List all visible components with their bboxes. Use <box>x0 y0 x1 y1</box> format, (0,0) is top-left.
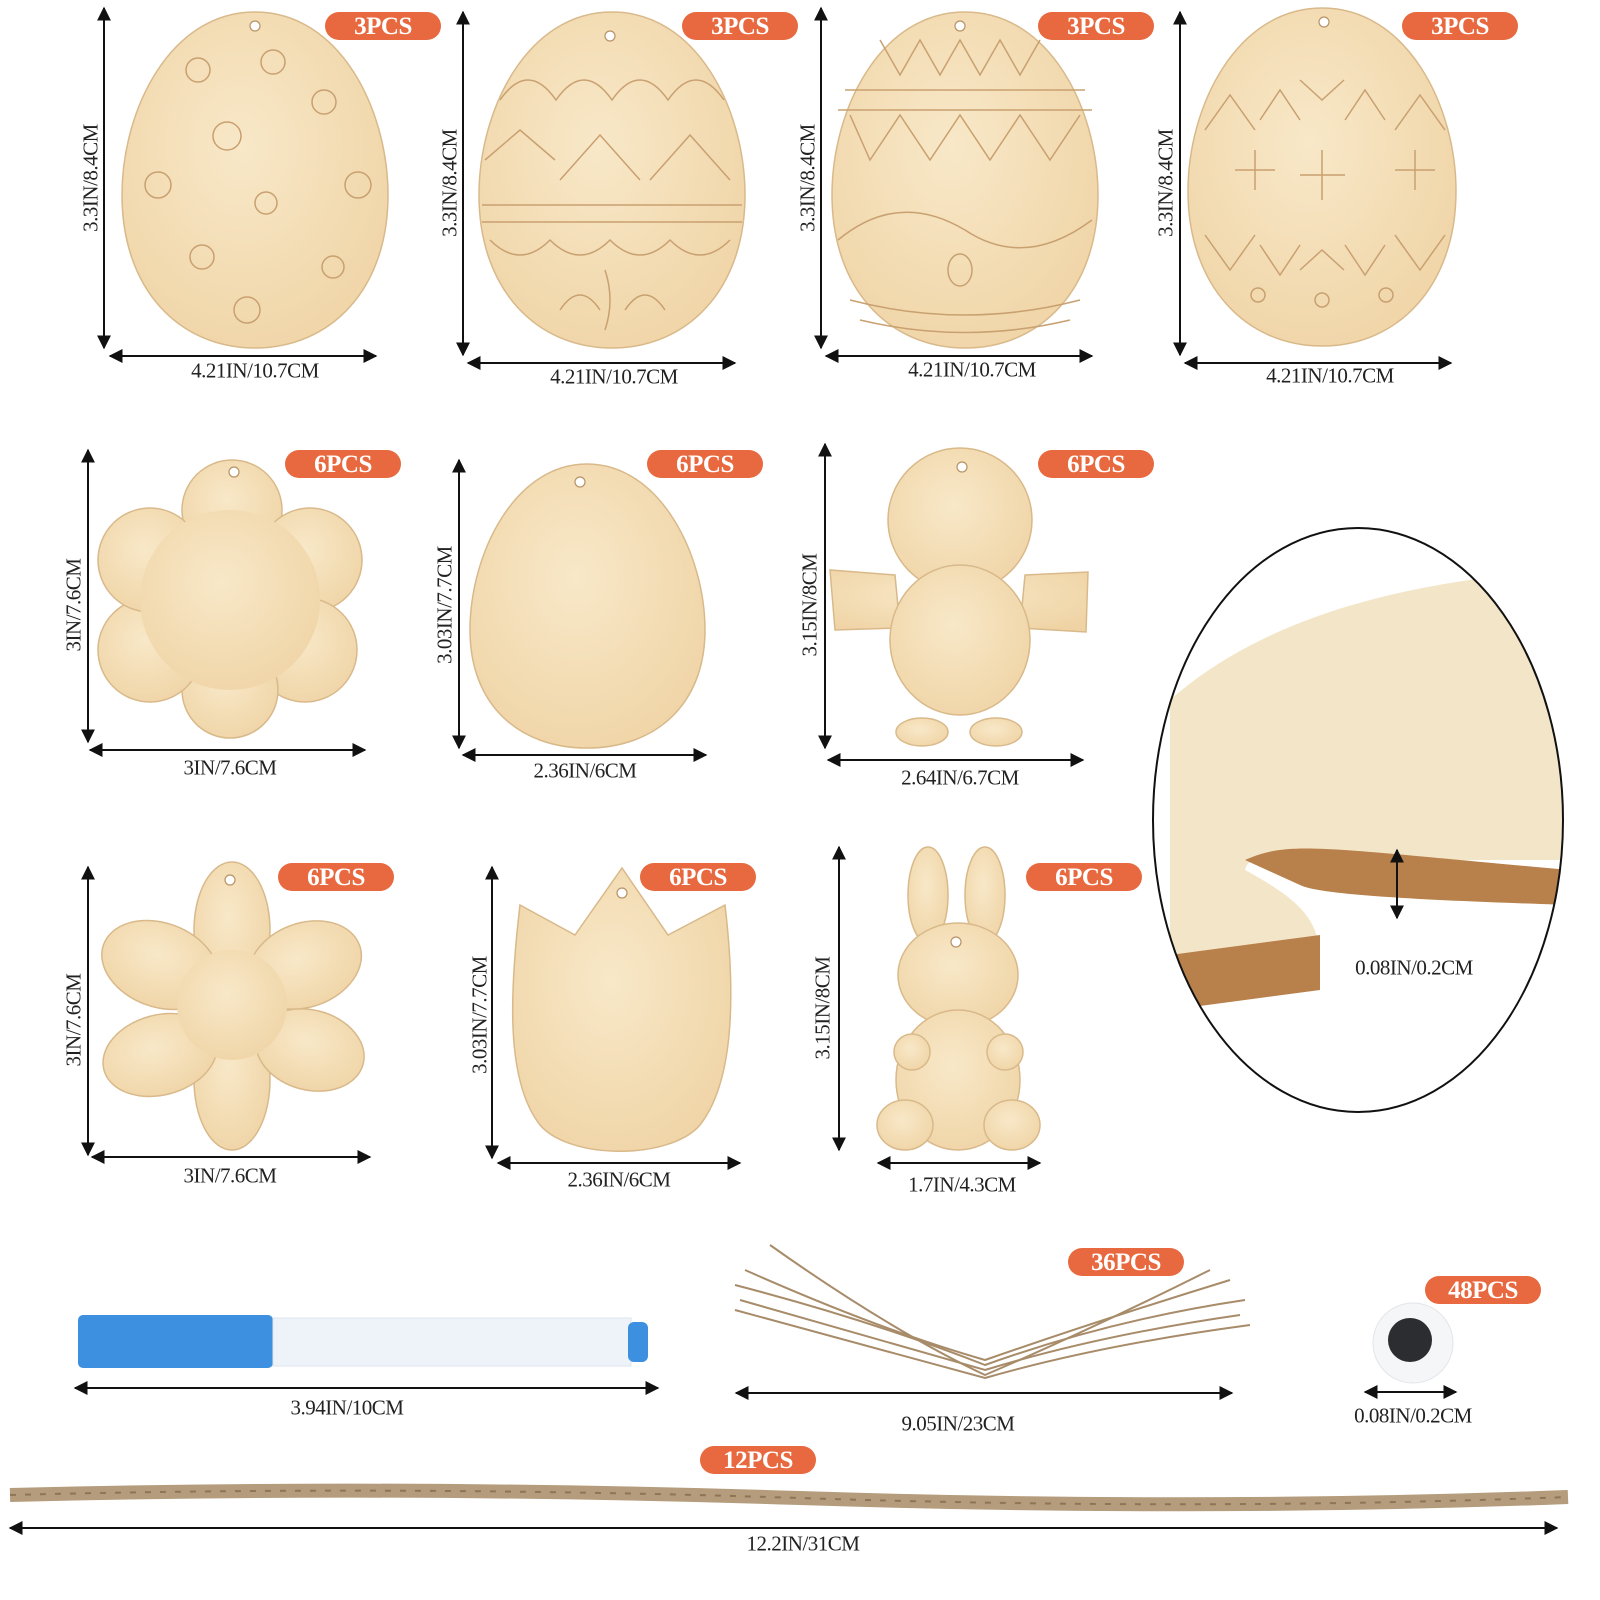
egg-blank <box>469 463 706 749</box>
height-label: 3.03IN/7.7CM <box>467 956 492 1074</box>
egg-arches <box>478 11 746 349</box>
height-label: 3.15IN/8CM <box>810 956 835 1060</box>
height-label: 3IN/7.6CM <box>61 558 86 652</box>
height-label: 3.3IN/8.4CM <box>437 129 462 237</box>
height-label: 3.15IN/8CM <box>797 553 822 657</box>
thickness-closeup <box>1152 527 1564 1113</box>
width-label: 4.21IN/10.7CM <box>1266 363 1394 388</box>
width-label: 3IN/7.6CM <box>183 755 277 780</box>
width-label: 3.94IN/10CM <box>290 1395 404 1420</box>
marker-pen <box>78 1315 648 1368</box>
twine-bundle <box>734 1244 1251 1380</box>
quantity-badge: 48PCS <box>1425 1276 1541 1304</box>
width-label: 1.7IN/4.3CM <box>908 1172 1016 1197</box>
quantity-badge: 6PCS <box>285 450 401 478</box>
quantity-badge: 3PCS <box>682 12 798 40</box>
long-twine <box>9 1483 1569 1512</box>
chick-blank <box>829 447 1089 747</box>
zigzag-pattern <box>837 38 1093 334</box>
bunny-blank <box>876 846 1041 1151</box>
dimension-arrows <box>8 6 1559 1535</box>
quantity-badge: 6PCS <box>278 863 394 891</box>
egg-flowers <box>121 11 389 349</box>
quantity-badge: 6PCS <box>647 450 763 478</box>
flower-blank <box>97 459 363 739</box>
width-label: 2.36IN/6CM <box>533 758 637 783</box>
height-label: 3.3IN/8.4CM <box>795 124 820 232</box>
height-label: 3.03IN/7.7CM <box>432 546 457 664</box>
width-label: 4.21IN/10.7CM <box>550 364 678 389</box>
hang-holes <box>224 16 1330 948</box>
height-label: 3IN/7.6CM <box>61 973 86 1067</box>
width-label: 0.08IN/0.2CM <box>1354 1403 1472 1428</box>
width-label: 2.36IN/6CM <box>567 1167 671 1192</box>
quantity-badge: 12PCS <box>700 1446 816 1474</box>
tulip-blank <box>511 866 732 1152</box>
quantity-badge: 3PCS <box>1402 12 1518 40</box>
arch-pattern <box>482 79 742 331</box>
egg-zigzag <box>831 11 1099 349</box>
engraved-patterns <box>144 38 1446 334</box>
quantity-badge: 3PCS <box>1038 12 1154 40</box>
quantity-badge: 6PCS <box>1038 450 1154 478</box>
height-label: 3.3IN/8.4CM <box>1153 129 1178 237</box>
height-label: 3.3IN/8.4CM <box>78 124 103 232</box>
thickness-label: 0.08IN/0.2CM <box>1355 955 1473 980</box>
quantity-badge: 6PCS <box>640 863 756 891</box>
width-label: 2.64IN/6.7CM <box>901 765 1019 790</box>
width-label: 3IN/7.6CM <box>183 1163 277 1188</box>
quantity-badge: 6PCS <box>1026 863 1142 891</box>
quantity-badge: 36PCS <box>1068 1248 1184 1276</box>
flower-pattern <box>144 49 372 324</box>
width-label: 4.21IN/10.7CM <box>908 357 1036 382</box>
width-label: 9.05IN/23CM <box>901 1411 1015 1436</box>
daisy-blank <box>101 861 365 1151</box>
cross-pattern <box>1204 79 1446 308</box>
googly-eye <box>1372 1302 1454 1384</box>
width-label: 4.21IN/10.7CM <box>191 358 319 383</box>
quantity-badge: 3PCS <box>325 12 441 40</box>
width-label: 12.2IN/31CM <box>746 1531 860 1556</box>
